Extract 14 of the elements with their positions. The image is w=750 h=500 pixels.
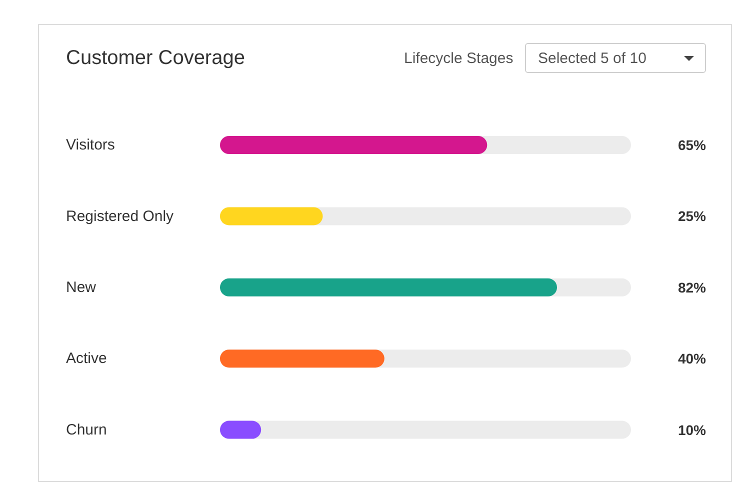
y-tick-label: Active (66, 350, 107, 368)
y-tick-label: Churn (66, 421, 107, 438)
data-label: 82% (678, 279, 707, 296)
chart-title: Customer Coverage (66, 47, 245, 70)
data-label: 10% (678, 422, 707, 438)
text: Lifecycle Stages (404, 50, 514, 67)
bar (220, 207, 323, 226)
data-label: 65% (678, 137, 707, 153)
y-tick-label: Registered Only (66, 208, 174, 225)
data-label: 40% (678, 350, 707, 367)
y-tick-label: New (66, 279, 96, 296)
y-tick-label: Visitors (66, 136, 115, 154)
dropdown: Selected 5 of 10 (525, 43, 706, 73)
data-label: 25% (678, 208, 707, 224)
